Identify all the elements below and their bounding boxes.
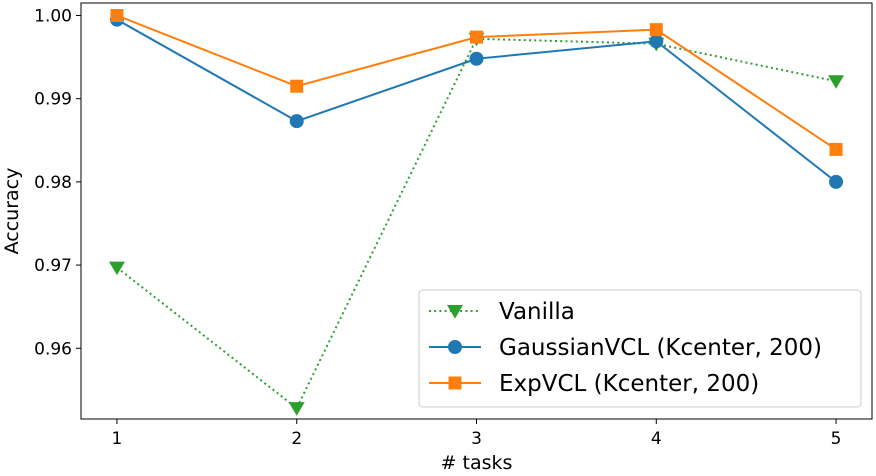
legend-label: GaussianVCL (Kcenter, 200)	[499, 335, 822, 361]
series-1	[109, 12, 844, 189]
y-tick-label: 1.00	[34, 6, 72, 26]
x-tick-label: 1	[112, 429, 123, 449]
y-tick-label: 0.98	[34, 173, 72, 193]
data-point-marker	[469, 51, 484, 66]
x-tick-label: 3	[471, 429, 482, 449]
y-tick-label: 0.99	[34, 90, 72, 110]
data-point-marker	[649, 34, 664, 49]
y-axis-ticks: 0.96 0.97 0.98 0.99 1.00	[34, 6, 81, 359]
legend-marker	[448, 340, 462, 354]
legend-entry: GaussianVCL (Kcenter, 200)	[429, 335, 822, 361]
series-line	[116, 37, 837, 410]
data-point-marker	[110, 8, 124, 22]
data-point-marker	[108, 261, 125, 276]
series-2	[110, 8, 843, 156]
legend-label: ExpVCL (Kcenter, 200)	[499, 371, 759, 397]
legend-entry: Vanilla	[429, 299, 575, 325]
data-point-marker	[290, 79, 304, 93]
legend: Vanilla GaussianVCL (Kcenter, 200) ExpVCL …	[418, 289, 862, 408]
x-tick-label: 2	[291, 429, 302, 449]
x-axis-title: # tasks	[441, 452, 513, 474]
legend-box	[418, 289, 862, 408]
data-point-marker	[288, 402, 305, 416]
data-point-marker	[289, 114, 304, 129]
data-point-marker	[829, 142, 843, 156]
legend-marker	[447, 305, 463, 319]
y-axis-title: Accuracy	[1, 168, 23, 255]
data-point-marker	[829, 174, 844, 189]
legend-label: Vanilla	[499, 299, 575, 325]
y-tick-label: 0.96	[34, 339, 72, 359]
data-point-marker	[470, 30, 483, 44]
x-tick-label: 5	[831, 429, 842, 449]
legend-marker	[448, 376, 462, 390]
x-tick-label: 4	[651, 429, 662, 449]
legend-entry: ExpVCL (Kcenter, 200)	[429, 371, 759, 397]
plot-area-frame	[80, 2, 873, 420]
x-axis-ticks: 1 2 3 4 5	[112, 419, 842, 449]
y-tick-label: 0.97	[34, 256, 72, 276]
series-lines	[108, 8, 845, 416]
data-point-marker	[649, 23, 663, 37]
data-point-marker	[828, 75, 845, 89]
